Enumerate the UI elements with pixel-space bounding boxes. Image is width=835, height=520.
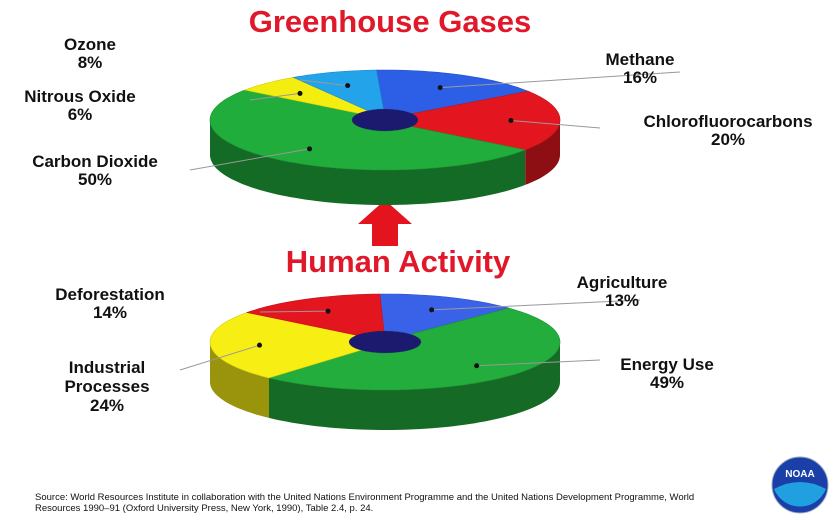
leader-line	[179, 344, 260, 371]
marker	[297, 90, 303, 96]
slice-side	[525, 120, 560, 185]
leader-line	[299, 79, 348, 87]
leader-line	[189, 148, 310, 171]
leader-line	[510, 119, 601, 129]
value-label: 16%	[622, 68, 658, 87]
marker	[325, 308, 331, 314]
category-label: Energy Use	[620, 355, 714, 374]
category-label: Agriculture	[576, 273, 668, 292]
logo-text: NOAA	[785, 469, 814, 480]
value-label: 24%	[89, 396, 125, 415]
slice	[245, 293, 385, 336]
leader-line	[431, 299, 641, 311]
marker	[257, 342, 263, 348]
chart-title: Human Activity	[285, 244, 511, 279]
leader-line	[440, 71, 681, 89]
marker	[429, 307, 435, 313]
leader-line	[259, 310, 329, 313]
slice-side	[210, 120, 526, 205]
category-label: Nitrous Oxide	[24, 87, 136, 106]
marker	[345, 83, 351, 89]
value-label: 20%	[710, 130, 746, 149]
value-label: 6%	[67, 105, 93, 124]
marker	[437, 85, 443, 91]
category-label: Methane	[605, 50, 675, 69]
source-note: Source: World Resources Institute in col…	[35, 492, 695, 514]
value-label: 8%	[77, 53, 103, 72]
category-label: Ozone	[64, 35, 116, 54]
value-label: 13%	[604, 291, 640, 310]
value-label: 49%	[649, 373, 685, 392]
slice	[292, 69, 384, 111]
marker	[474, 363, 480, 369]
slice-side	[269, 342, 560, 430]
leader-line	[249, 92, 301, 101]
slice-side	[210, 342, 269, 418]
value-label: 50%	[77, 170, 113, 189]
arrow	[358, 200, 412, 246]
hole	[352, 109, 418, 131]
category-label: Chlorofluorocarbons	[643, 112, 813, 131]
leader-line	[476, 359, 601, 367]
chart-title: Greenhouse Gases	[248, 4, 532, 39]
marker	[307, 146, 313, 152]
hole	[349, 331, 421, 353]
category-label: Deforestation	[55, 285, 165, 304]
category-label: Carbon Dioxide	[32, 152, 158, 171]
category-label: Industrial Processes	[64, 358, 150, 396]
marker	[508, 117, 514, 123]
value-label: 14%	[92, 303, 128, 322]
logo: NOAA	[771, 456, 829, 514]
